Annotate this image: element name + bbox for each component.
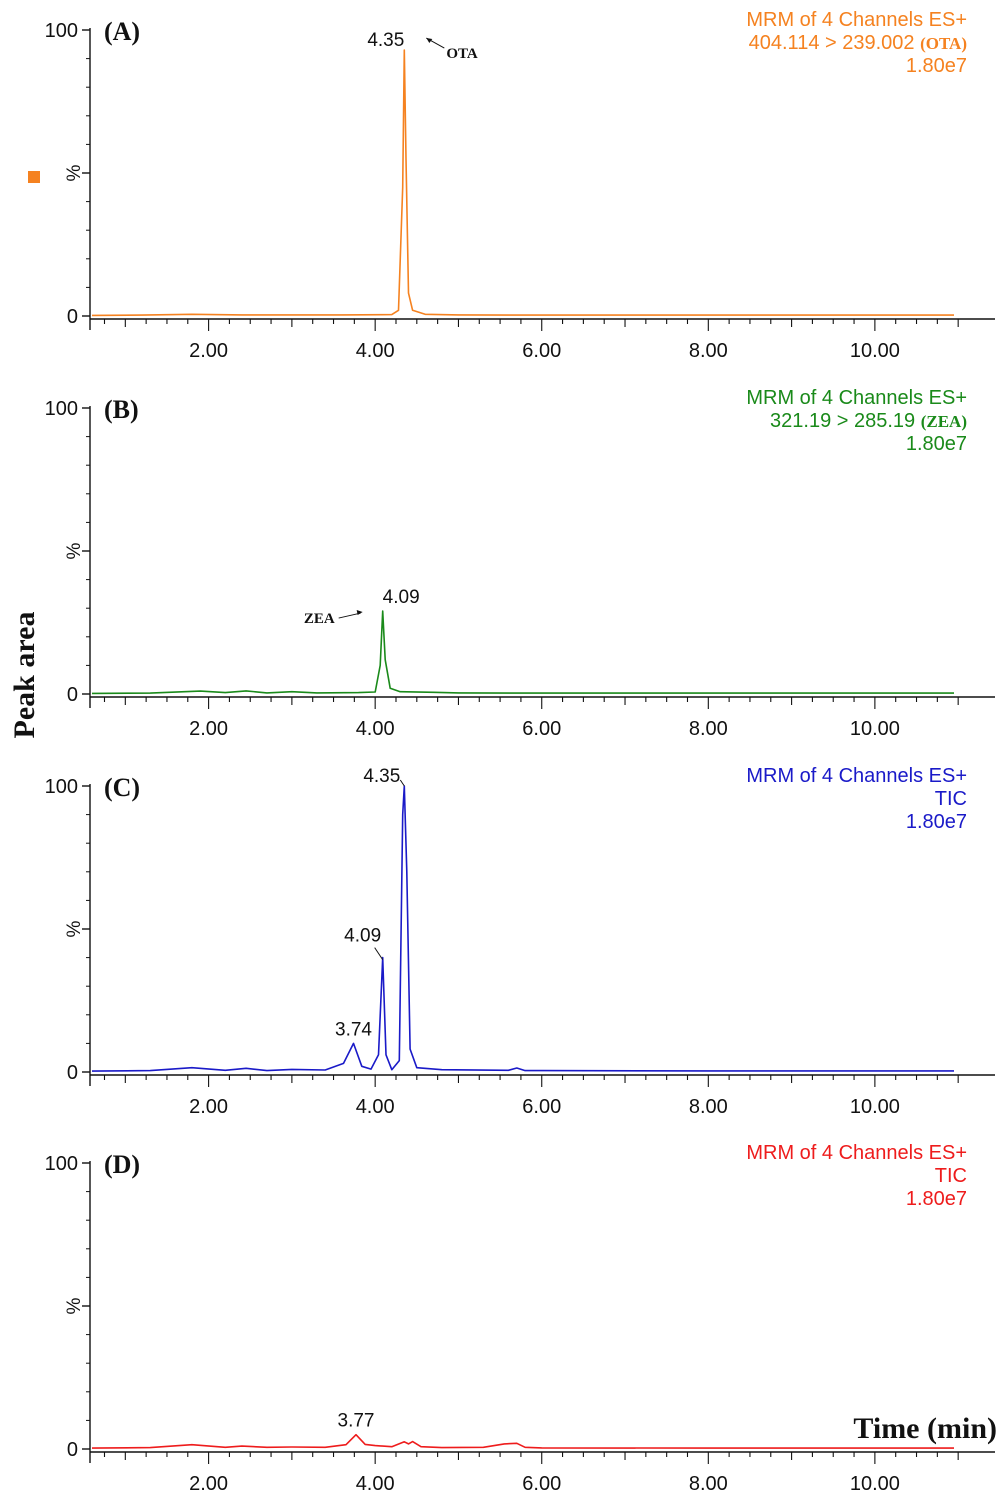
channel-info-line: 1.80e7 [906,811,967,833]
x-tick-label: 2.00 [189,340,228,362]
legend-marker [28,171,40,183]
panel-letter: (D) [104,1150,140,1179]
y-tick-label: 100 [45,1153,78,1175]
arrow-head [426,38,433,44]
panel-a: 100% 0 2.00 4.00 6.00 8.00 10.00 (A) MRM of 4 Ch… [45,9,995,362]
panel-d: 100% 0 2.00 4.00 6.00 8.00 10.00 (D) MRM of 4 Ch… [45,1142,995,1492]
x-tick-label: 6.00 [522,340,561,362]
x-tick-label: 8.00 [689,1473,728,1492]
compound-label: ZEA [304,611,335,627]
channel-info-line: TIC [935,788,967,810]
peak-label: 4.35 [363,766,400,787]
y-tick-label: % [64,1297,85,1314]
y-axis-title: Peak area [8,612,41,739]
channel-info-line: MRM of 4 Channels ES+ [746,765,967,787]
y-tick-label: 0 [67,1439,78,1461]
x-tick-label: 8.00 [689,718,728,740]
channel-info-line: 321.19 > 285.19 (ZEA) [770,410,967,432]
panel-letter: (A) [104,17,140,46]
panel-b: 100% 0 2.00 4.00 6.00 8.00 10.00 (B) MRM of 4 Ch… [45,387,995,740]
channel-info-line: 1.80e7 [906,433,967,455]
y-tick-label: % [64,542,85,559]
x-tick-label: 2.00 [189,1473,228,1492]
arrow-head [356,610,363,616]
series-line [91,785,954,1072]
x-tick-label: 10.00 [850,1473,900,1492]
series-line [91,1433,954,1449]
panel-c: 100% 0 2.00 4.00 6.00 8.00 10.00 (C) MRM of 4 Ch… [45,765,995,1118]
channel-info-line: MRM of 4 Channels ES+ [746,1142,967,1164]
x-tick-label: 6.00 [522,1096,561,1118]
compound-tag: (ZEA) [921,412,967,431]
y-tick-label: 0 [67,1062,78,1084]
series-line [91,49,954,317]
channel-info-line: TIC [935,1165,967,1187]
x-tick-label: 4.00 [356,1473,395,1492]
label-leader [399,779,405,787]
x-tick-label: 10.00 [850,1096,900,1118]
panels: 100% 0 2.00 4.00 6.00 8.00 10.00 (A) MRM of 4 Ch… [45,9,995,1492]
x-tick-label: 10.00 [850,340,900,362]
x-tick-label: 2.00 [189,718,228,740]
x-tick-label: 10.00 [850,718,900,740]
peak-label: 4.35 [367,30,404,51]
x-axis-title: Time (min) [853,1412,997,1445]
y-tick-label: 0 [67,684,78,706]
transition-text: 404.114 > 239.002 [749,32,920,54]
label-leader [374,947,384,960]
x-tick-label: 6.00 [522,1473,561,1492]
y-tick-label: % [64,920,85,937]
x-tick-label: 4.00 [356,718,395,740]
x-tick-label: 4.00 [356,1096,395,1118]
channel-info-line: 404.114 > 239.002 (OTA) [749,32,967,54]
annotation-arrow [338,612,361,619]
y-tick-label: 0 [67,306,78,328]
series-line [91,610,954,695]
x-tick-label: 2.00 [189,1096,228,1118]
compound-label: OTA [446,46,478,62]
transition-text: 321.19 > 285.19 [770,410,921,432]
channel-info-line: 1.80e7 [906,1188,967,1210]
channel-info-line: MRM of 4 Channels ES+ [746,387,967,409]
panel-letter: (C) [104,773,140,802]
compound-tag: (OTA) [920,34,967,53]
peak-label: 4.09 [383,587,420,608]
channel-info-line: 1.80e7 [906,55,967,77]
panel-letter: (B) [104,395,139,424]
y-tick-label: 100 [45,398,78,420]
peak-label: 3.77 [338,1411,375,1432]
x-tick-label: 6.00 [522,718,561,740]
x-tick-label: 4.00 [356,340,395,362]
y-tick-label: 100 [45,776,78,798]
peak-label: 4.09 [344,926,381,947]
y-tick-label: 100 [45,20,78,42]
x-tick-label: 8.00 [689,340,728,362]
peak-label: 3.74 [335,1019,372,1040]
channel-info-line: MRM of 4 Channels ES+ [746,9,967,31]
y-tick-label: % [64,164,85,181]
x-tick-label: 8.00 [689,1096,728,1118]
